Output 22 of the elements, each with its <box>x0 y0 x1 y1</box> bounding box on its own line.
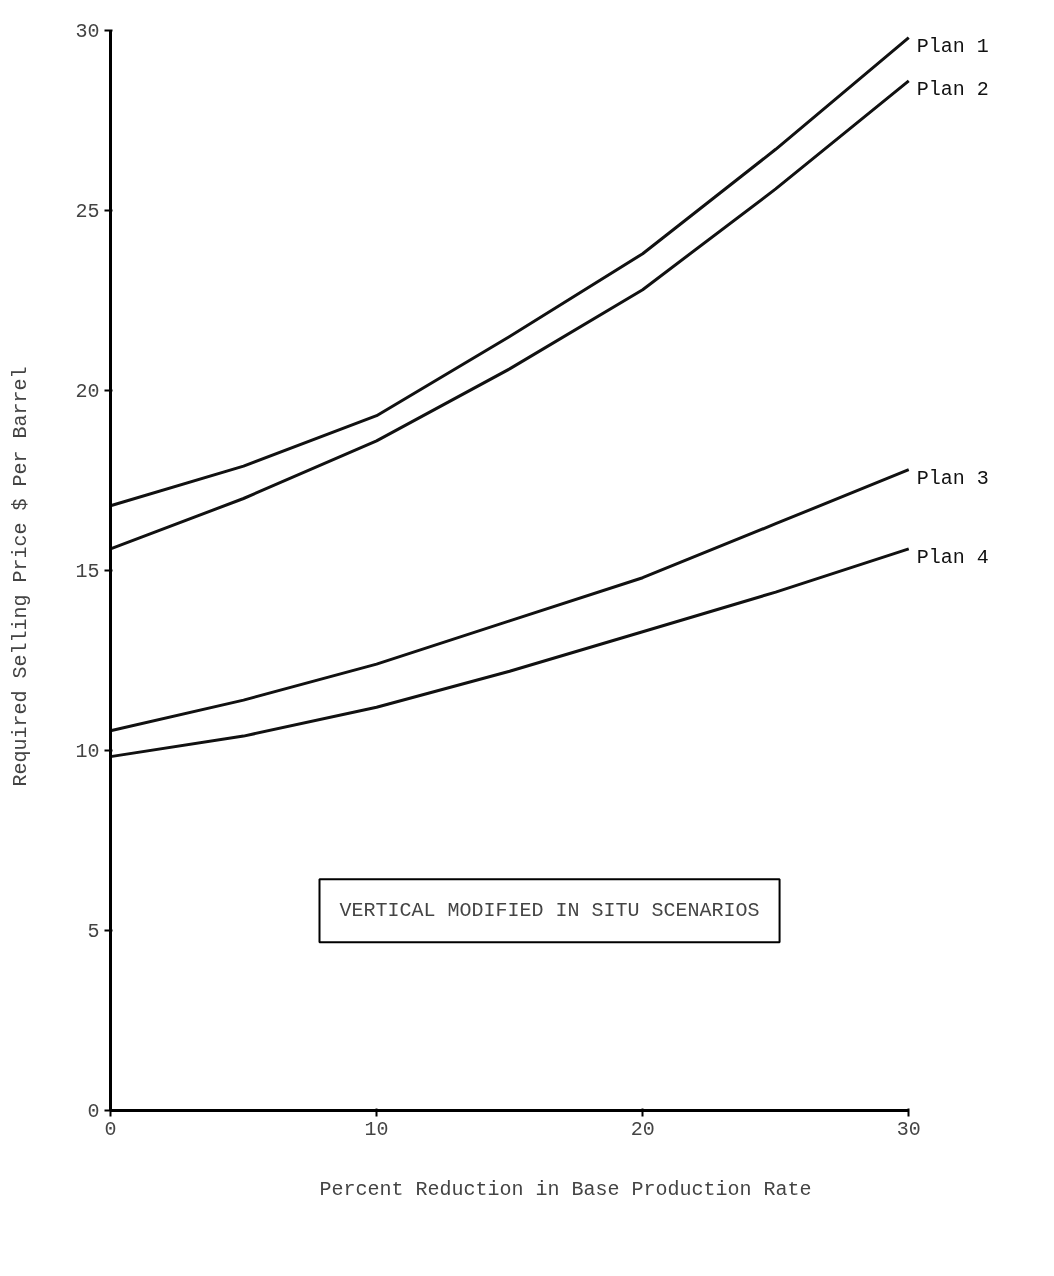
series-label: Plan 1 <box>916 35 989 59</box>
x-tick-label: 0 <box>104 1117 117 1141</box>
series-label: Plan 2 <box>916 78 989 102</box>
x-tick-label: 10 <box>364 1117 389 1141</box>
y-axis-title: Required Selling Price $ Per Barrel <box>9 366 33 787</box>
x-tick-label: 20 <box>630 1117 655 1141</box>
y-tick-label: 15 <box>75 560 100 583</box>
line-series <box>110 468 911 733</box>
annotation: VERTICAL MODIFIED IN SITU SCENARIOS <box>339 899 760 923</box>
line-series <box>110 79 911 551</box>
x-tick-label: 30 <box>896 1117 921 1141</box>
y-tick-label: 10 <box>75 740 100 763</box>
y-tick-label: 0 <box>87 1100 100 1123</box>
y-tick-label: 30 <box>75 20 100 43</box>
series-label: Plan 3 <box>916 467 989 491</box>
series-label: Plan 4 <box>916 546 989 570</box>
line-series <box>110 547 911 759</box>
y-tick-label: 25 <box>75 200 100 223</box>
y-tick-label: 20 <box>75 380 100 403</box>
y-tick-label: 5 <box>87 920 100 943</box>
line-series <box>110 36 911 508</box>
x-axis-title: Percent Reduction in Base Production Rate <box>319 1177 812 1201</box>
